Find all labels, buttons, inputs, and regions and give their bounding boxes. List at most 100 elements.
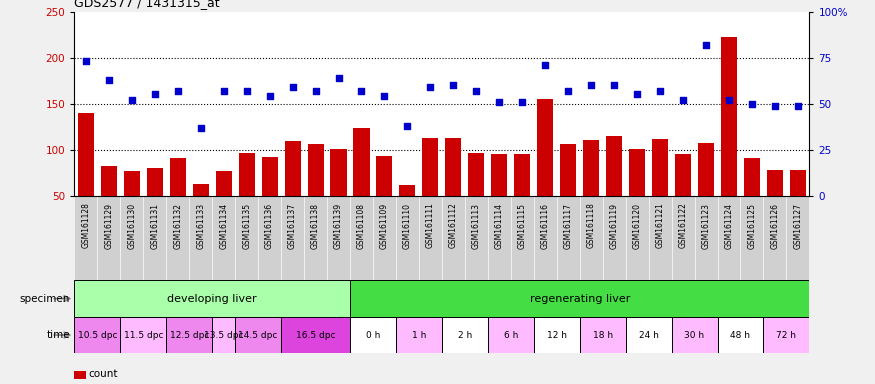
Bar [491, 154, 508, 196]
Bar [166, 317, 213, 353]
Point [446, 82, 460, 88]
Bar [281, 317, 350, 353]
Point [285, 84, 299, 90]
Text: GDS2577 / 1431315_at: GDS2577 / 1431315_at [74, 0, 220, 9]
Text: 72 h: 72 h [776, 331, 796, 339]
Bar [101, 166, 117, 196]
Bar [213, 317, 235, 353]
Text: GSM161117: GSM161117 [564, 203, 573, 248]
Bar [488, 317, 534, 353]
Text: GSM161131: GSM161131 [150, 203, 159, 248]
Text: 48 h: 48 h [731, 331, 751, 339]
Text: GSM161116: GSM161116 [541, 203, 550, 248]
Bar [721, 37, 737, 196]
Point [309, 88, 323, 94]
Bar [123, 171, 140, 196]
Text: 13.5 dpc: 13.5 dpc [204, 331, 243, 339]
Text: GSM161129: GSM161129 [104, 203, 114, 248]
Bar [354, 127, 369, 196]
Bar [583, 140, 599, 196]
Text: developing liver: developing liver [167, 293, 257, 304]
Bar [350, 280, 809, 317]
Bar [376, 156, 393, 196]
Text: 24 h: 24 h [639, 331, 659, 339]
Text: specimen: specimen [19, 293, 70, 304]
Point [722, 97, 736, 103]
Text: GSM161137: GSM161137 [288, 203, 298, 249]
Point [791, 103, 805, 109]
Text: GSM161132: GSM161132 [173, 203, 182, 248]
Bar [606, 136, 622, 196]
Bar [626, 317, 672, 353]
Point [745, 101, 759, 107]
Text: 6 h: 6 h [504, 331, 518, 339]
Text: GSM161114: GSM161114 [494, 203, 504, 248]
Text: GSM161128: GSM161128 [81, 203, 90, 248]
Bar [763, 317, 809, 353]
Point [354, 88, 368, 94]
Point [217, 88, 231, 94]
Text: 2 h: 2 h [458, 331, 472, 339]
Bar [766, 170, 783, 196]
Bar [215, 171, 232, 196]
Bar [790, 170, 806, 196]
Bar [698, 143, 714, 196]
Bar [514, 154, 530, 196]
Text: GSM161126: GSM161126 [770, 203, 780, 248]
Bar [537, 99, 553, 196]
Bar [396, 317, 442, 353]
Text: 1 h: 1 h [412, 331, 426, 339]
Text: GSM161133: GSM161133 [196, 203, 206, 249]
Text: GSM161112: GSM161112 [449, 203, 458, 248]
Text: GSM161108: GSM161108 [357, 203, 366, 248]
Text: GSM161120: GSM161120 [633, 203, 641, 248]
Bar [284, 141, 301, 196]
Point [424, 84, 438, 90]
Bar [350, 317, 396, 353]
Text: 10.5 dpc: 10.5 dpc [78, 331, 117, 339]
Text: GSM161135: GSM161135 [242, 203, 251, 249]
Bar [399, 185, 416, 196]
Text: 14.5 dpc: 14.5 dpc [238, 331, 278, 339]
Bar [675, 154, 691, 196]
Bar [192, 184, 209, 196]
Bar [262, 157, 277, 196]
Bar [239, 152, 255, 196]
Text: 18 h: 18 h [592, 331, 612, 339]
Bar [235, 317, 281, 353]
Text: GSM161123: GSM161123 [702, 203, 710, 248]
Bar [331, 149, 346, 196]
Point [699, 41, 713, 48]
Text: GSM161115: GSM161115 [518, 203, 527, 248]
Point [125, 97, 139, 103]
Text: GSM161113: GSM161113 [472, 203, 481, 248]
Bar [121, 317, 166, 353]
Text: GSM161127: GSM161127 [794, 203, 802, 248]
Text: GSM161118: GSM161118 [586, 203, 596, 248]
Bar [423, 138, 438, 196]
Text: GSM161134: GSM161134 [219, 203, 228, 249]
Bar [652, 139, 668, 196]
Text: regenerating liver: regenerating liver [529, 293, 630, 304]
Text: GSM161136: GSM161136 [265, 203, 274, 249]
Text: GSM161130: GSM161130 [127, 203, 136, 249]
Bar [170, 158, 186, 196]
Bar [147, 168, 163, 196]
Text: GSM161139: GSM161139 [334, 203, 343, 249]
Text: count: count [88, 369, 118, 379]
Text: GSM161111: GSM161111 [426, 203, 435, 248]
Text: GSM161122: GSM161122 [678, 203, 688, 248]
Text: 30 h: 30 h [684, 331, 704, 339]
Point [607, 82, 621, 88]
Text: GSM161109: GSM161109 [380, 203, 389, 249]
Bar [718, 317, 763, 353]
Bar [74, 317, 121, 353]
Text: GSM161125: GSM161125 [747, 203, 757, 248]
Bar [672, 317, 718, 353]
Point [148, 91, 162, 98]
Bar [629, 149, 645, 196]
Point [676, 97, 690, 103]
Point [768, 103, 782, 109]
Point [469, 88, 483, 94]
Point [79, 58, 93, 65]
